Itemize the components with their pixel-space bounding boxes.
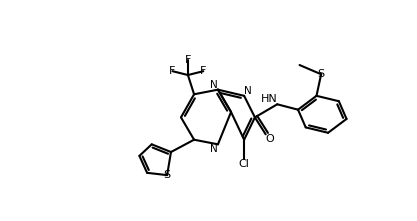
Text: N: N (210, 144, 218, 154)
Text: F: F (185, 55, 191, 65)
Text: F: F (200, 66, 206, 76)
Text: N: N (210, 80, 218, 90)
Text: O: O (266, 134, 274, 144)
Text: F: F (169, 66, 176, 76)
Text: N: N (244, 86, 252, 96)
Text: Cl: Cl (239, 159, 249, 169)
Text: HN: HN (261, 94, 277, 104)
Text: S: S (163, 170, 171, 180)
Text: S: S (318, 69, 325, 79)
